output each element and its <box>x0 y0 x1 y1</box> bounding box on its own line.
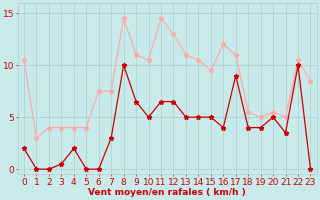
X-axis label: Vent moyen/en rafales ( km/h ): Vent moyen/en rafales ( km/h ) <box>88 188 246 197</box>
